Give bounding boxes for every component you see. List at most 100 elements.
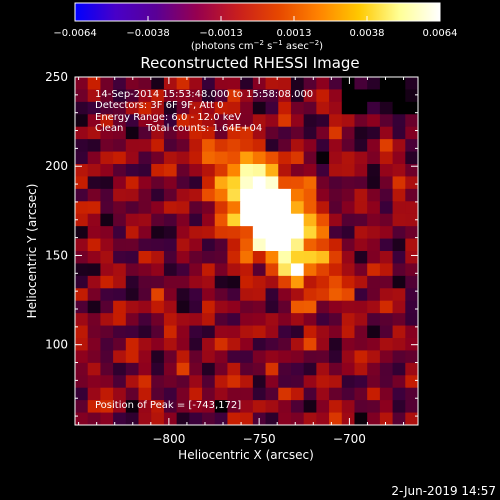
heatmap-cell — [341, 338, 356, 352]
heatmap-cell — [214, 300, 229, 314]
heatmap-cell — [265, 400, 279, 414]
heatmap-cell — [290, 238, 305, 252]
colorbar-tick-label: 0.0038 — [350, 28, 385, 39]
heatmap-cell — [290, 412, 305, 425]
heatmap-cell — [354, 114, 368, 128]
heatmap-cell — [240, 313, 254, 327]
heatmap-cell — [87, 412, 101, 425]
heatmap-cell — [87, 251, 101, 265]
heatmap-cell — [316, 350, 330, 364]
heatmap-cell — [329, 201, 343, 215]
heatmap-cell — [75, 213, 89, 227]
heatmap-cell — [163, 251, 178, 265]
heatmap-cell — [379, 126, 394, 140]
heatmap-cell — [87, 238, 101, 252]
heatmap-cell — [379, 300, 394, 314]
heatmap-cell — [278, 263, 292, 277]
heatmap-cell — [379, 313, 394, 327]
heatmap-cell — [290, 350, 305, 364]
x-axis-label: Heliocentric X (arcsec) — [178, 448, 314, 462]
heatmap-cell — [329, 213, 343, 227]
heatmap-cell — [125, 213, 140, 227]
heatmap-cell — [265, 89, 279, 103]
heatmap-cell — [265, 288, 279, 302]
heatmap-cell — [125, 400, 140, 414]
heatmap-cell — [367, 226, 381, 240]
heatmap-cell — [405, 226, 418, 240]
heatmap-cell — [151, 263, 165, 277]
heatmap-cell — [87, 226, 101, 240]
heatmap-cell — [252, 338, 267, 352]
heatmap-cell — [265, 325, 279, 339]
heatmap-cell — [303, 313, 317, 327]
heatmap-cell — [303, 101, 317, 115]
heatmap-cell — [405, 275, 418, 289]
heatmap-cell — [75, 151, 89, 165]
heatmap-cell — [303, 201, 317, 215]
heatmap-cell — [252, 251, 267, 265]
heatmap-cell — [329, 325, 343, 339]
heatmap-cell — [87, 176, 101, 190]
heatmap-cell — [379, 101, 394, 115]
heatmap-cell — [278, 164, 292, 178]
heatmap-cell — [290, 338, 305, 352]
heatmap-cell — [125, 89, 140, 103]
heatmap-cell — [227, 126, 241, 140]
heatmap-cell — [252, 238, 267, 252]
heatmap-cell — [303, 251, 317, 265]
heatmap-cell — [405, 188, 418, 202]
heatmap-cell — [100, 201, 114, 215]
heatmap-cell — [316, 77, 330, 91]
heatmap-cell — [278, 362, 292, 376]
heatmap-cell — [113, 139, 127, 153]
heatmap-cell — [176, 325, 190, 339]
heatmap-cell — [214, 139, 229, 153]
heatmap-cell — [75, 375, 89, 389]
heatmap-cell — [341, 387, 356, 401]
heatmap-cell — [163, 300, 178, 314]
heatmap-cell — [227, 387, 241, 401]
heatmap-cell — [176, 213, 190, 227]
heatmap-cell — [379, 400, 394, 414]
heatmap-cell — [367, 313, 381, 327]
heatmap-cell — [75, 188, 89, 202]
heatmap-cell — [163, 188, 178, 202]
heatmap-cell — [367, 126, 381, 140]
heatmap-cell — [329, 226, 343, 240]
colorbar-tick-label: 0.0013 — [277, 28, 312, 39]
heatmap-cell — [240, 263, 254, 277]
heatmap-cell — [290, 313, 305, 327]
heatmap-cell — [405, 400, 418, 414]
heatmap-cell — [163, 362, 178, 376]
heatmap-cell — [227, 251, 241, 265]
heatmap-cell — [354, 412, 368, 425]
heatmap-cell — [240, 412, 254, 425]
heatmap-cell — [252, 263, 267, 277]
heatmap-cell — [329, 238, 343, 252]
heatmap-cell — [265, 338, 279, 352]
heatmap-cell — [113, 176, 127, 190]
heatmap-cell — [202, 325, 216, 339]
heatmap-cell — [113, 226, 127, 240]
heatmap-cell — [240, 126, 254, 140]
heatmap-cell — [163, 350, 178, 364]
heatmap-cell — [176, 387, 190, 401]
heatmap-cell — [265, 412, 279, 425]
heatmap-cell — [303, 263, 317, 277]
heatmap-cell — [214, 238, 229, 252]
heatmap-cell — [303, 350, 317, 364]
colorbar-unit: (photons cm−2 s−1 asec−2) — [191, 39, 323, 52]
heatmap-cell — [392, 201, 406, 215]
heatmap-cell — [189, 251, 203, 265]
heatmap-cell — [354, 213, 368, 227]
heatmap-cell — [214, 375, 229, 389]
heatmap-cell — [405, 77, 418, 91]
heatmap-cell — [151, 412, 165, 425]
heatmap-cell — [214, 313, 229, 327]
heatmap-cell — [278, 338, 292, 352]
heatmap-cell — [278, 387, 292, 401]
x-tick-label: −800 — [152, 432, 185, 446]
heatmap-cell — [341, 188, 356, 202]
heatmap-cell — [214, 89, 229, 103]
heatmap-cell — [316, 375, 330, 389]
